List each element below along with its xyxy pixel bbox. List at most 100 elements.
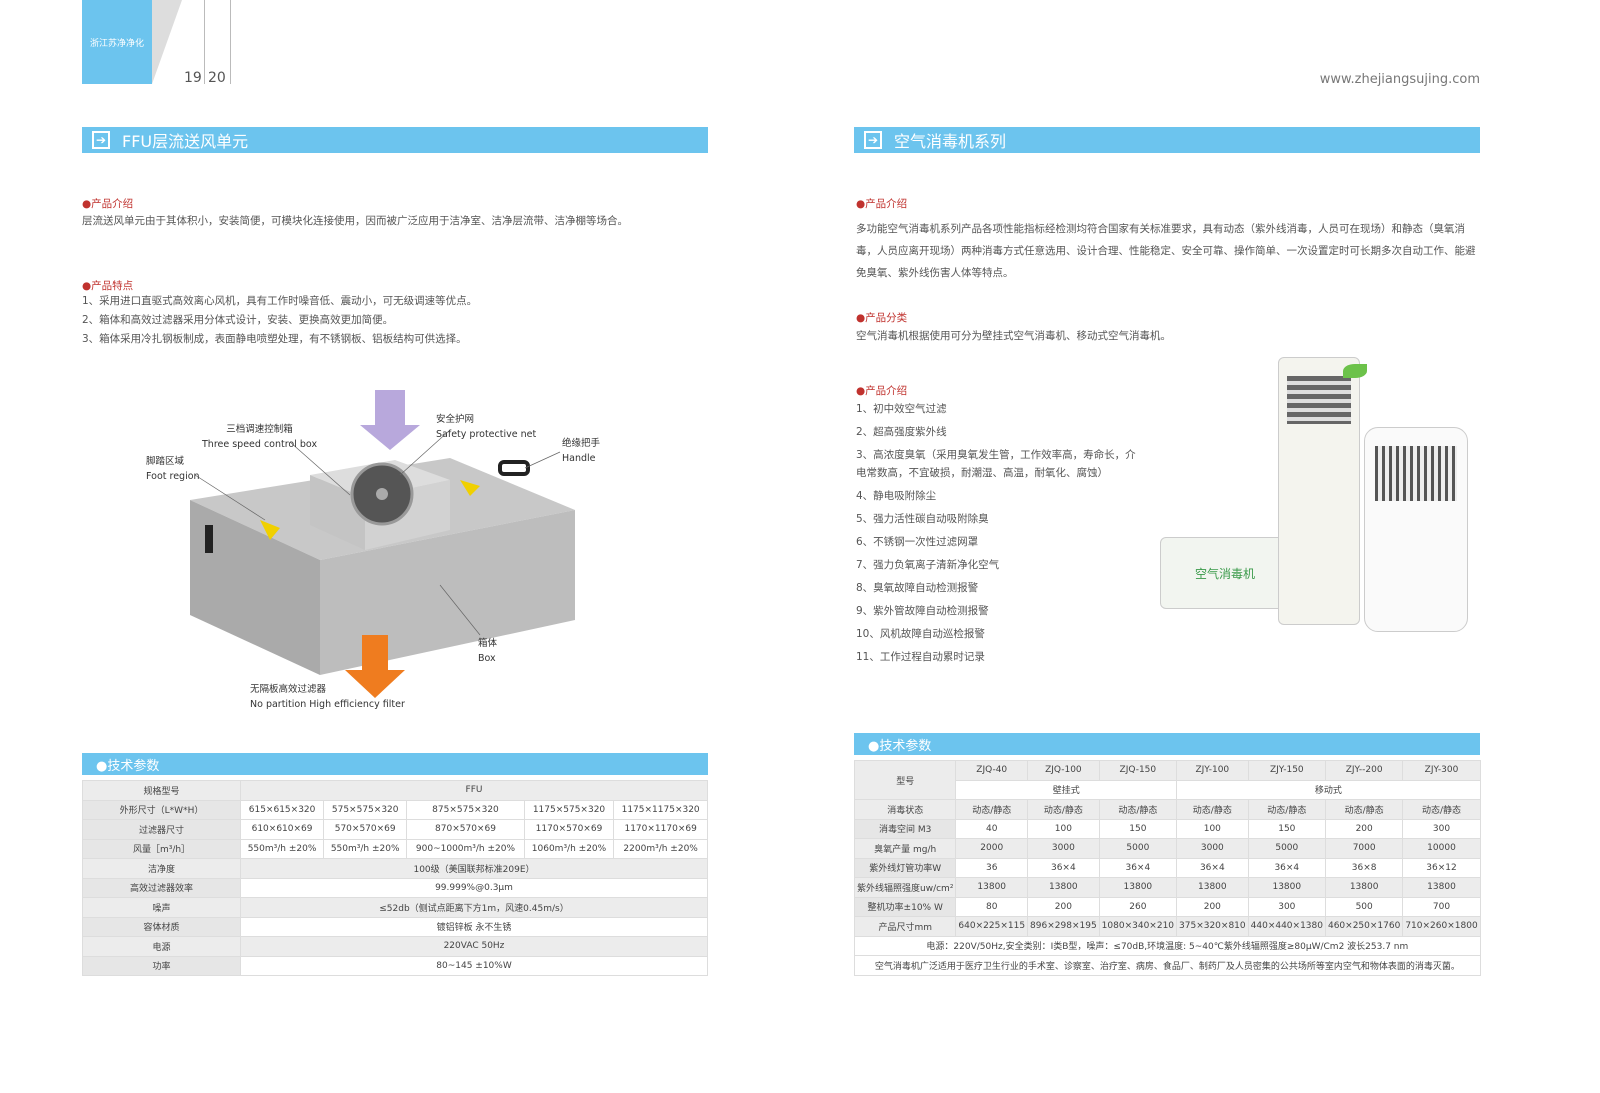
text: 三档调速控制箱	[226, 424, 293, 435]
table-cell: 80~145 ±10%W	[240, 955, 708, 976]
table-cell: 5000	[1247, 838, 1326, 859]
label-control-box: 三档调速控制箱 Three speed control box	[202, 422, 317, 452]
text: 10、风机故障自动巡检报警	[856, 628, 985, 640]
table-cell: 高效过滤器效率	[82, 877, 241, 898]
table-cell: 13800	[1098, 877, 1178, 898]
page-number-right: 20	[208, 70, 226, 86]
text: 7、强力负氧离子清新净化空气	[856, 559, 1000, 571]
table-cell: 220VAC 50Hz	[240, 936, 708, 957]
table-cell: 100	[1027, 818, 1100, 839]
table-cell: ZJY-300	[1402, 760, 1481, 781]
table-cell: 5000	[1098, 838, 1178, 859]
table-cell: 规格型号	[82, 780, 241, 801]
table-cell: 动态/静态	[1098, 799, 1178, 820]
intro-heading: ●产品介绍	[856, 198, 908, 210]
arrow-icon: ➔	[864, 131, 882, 149]
table-cell: 外形尺寸（L*W*H）	[82, 799, 241, 820]
decorative-triangle	[152, 0, 182, 84]
table-cell: 电源：220V/50Hz,安全类别：I类B型，噪声：≤70dB,环境温度: 5~…	[854, 935, 1481, 956]
text: FFU层流送风单元	[122, 132, 249, 151]
table-cell: 100	[1176, 818, 1249, 839]
text: Foot region	[146, 471, 200, 482]
table-cell: 动态/静态	[1176, 799, 1249, 820]
text: No partition High efficiency filter	[250, 699, 405, 710]
table-cell: 36	[955, 857, 1029, 878]
table-cell: 36×4	[1027, 857, 1100, 878]
wall-mounted-unit: 空气消毒机	[1160, 537, 1290, 609]
table-cell: 洁净度	[82, 858, 241, 879]
label-foot-region: 脚踏区域 Foot region	[146, 454, 200, 484]
tower-unit	[1278, 357, 1360, 625]
class-heading: ●产品分类	[856, 312, 908, 324]
table-cell: 动态/静态	[1027, 799, 1100, 820]
label-safety-net: 安全护网 Safety protective net	[436, 412, 536, 442]
table-cell: ZJY-100	[1176, 760, 1249, 781]
table-cell: 动态/静态	[1324, 799, 1404, 820]
spec-heading-left: ●技术参数	[82, 753, 708, 775]
table-cell: 615×615×320	[239, 799, 325, 820]
table-cell: 消毒空间 M3	[853, 818, 957, 839]
text: Handle	[562, 453, 596, 464]
text: 2、超高强度紫外线	[856, 426, 947, 438]
table-cell: 100级（美国联邦标准209E）	[240, 858, 708, 879]
table-cell: 36×4	[1176, 857, 1249, 878]
text: 6、不锈钢一次性过滤网罩	[856, 536, 979, 548]
arrow-icon: ➔	[92, 131, 110, 149]
table-cell: 2000	[955, 838, 1029, 859]
text: 3、箱体采用冷扎钢板制成，表面静电喷塑处理，有不锈钢板、铝板结构可供选择。	[82, 333, 467, 345]
table-cell: 150	[1098, 818, 1178, 839]
table-cell: 功率	[82, 955, 241, 976]
table-cell: 200	[1176, 896, 1249, 917]
label-box: 箱体 Box	[478, 636, 497, 666]
table-cell: 896×298×195	[1027, 916, 1100, 937]
table-cell: ZJY-150	[1247, 760, 1326, 781]
table-cell: 80	[955, 896, 1029, 917]
table-cell: 7000	[1324, 838, 1404, 859]
label-handle: 绝缘把手 Handle	[562, 436, 600, 466]
table-cell: 过滤器尺寸	[82, 819, 241, 840]
table-cell: 36×8	[1324, 857, 1404, 878]
table-cell: 375×320×810	[1176, 916, 1249, 937]
table-cell: 紫外线辐照强度uw/cm²	[853, 877, 957, 898]
text: 9、紫外管故障自动检测报警	[856, 605, 989, 617]
table-cell: 200	[1324, 818, 1404, 839]
table-cell: 870×570×69	[406, 819, 525, 840]
ffu-spec-table: 规格型号 FFU 外形尺寸（L*W*H） 615×615×320 575×575×32…	[82, 780, 708, 976]
table-cell: 容体材质	[82, 916, 241, 937]
table-cell: 风量［m³/h］	[82, 838, 241, 859]
table-cell: FFU	[240, 780, 708, 801]
spec-heading-right: ●技术参数	[854, 733, 1480, 755]
table-cell: 550m³/h ±20%	[323, 838, 408, 859]
table-cell: 575×575×320	[323, 799, 408, 820]
table-cell: 1175×1175×320	[613, 799, 708, 820]
text: 绝缘把手	[562, 438, 601, 449]
text: 4、静电吸附除尘	[856, 490, 937, 502]
table-cell: 300	[1402, 818, 1481, 839]
table-cell: 900~1000m³/h ±20%	[406, 838, 525, 859]
leaf-icon	[1343, 364, 1367, 378]
table-cell: 消毒状态	[853, 799, 957, 820]
table-cell: 36×4	[1098, 857, 1178, 878]
table-cell: 150	[1247, 818, 1326, 839]
intro-text: 多功能空气消毒机系列产品各项性能指标经检测均符合国家有关标准要求，具有动态（紫外…	[856, 223, 1476, 279]
company-logo: 浙江苏净净化	[82, 0, 152, 84]
text: Box	[478, 653, 496, 664]
table-cell: ≤52db（侧试点距离下方1m，风速0.45m/s）	[240, 897, 708, 918]
table-cell: 300	[1247, 896, 1326, 917]
table-cell: 260	[1098, 896, 1178, 917]
intro-heading: ●产品介绍	[82, 198, 134, 210]
table-cell: 610×610×69	[239, 819, 325, 840]
text: 浙江苏净净化	[89, 38, 144, 49]
table-cell: 570×570×69	[323, 819, 408, 840]
text: 箱体	[478, 638, 498, 649]
table-cell: 1060m³/h ±20%	[523, 838, 615, 859]
table-cell: 3000	[1176, 838, 1249, 859]
features-heading: ●产品介绍	[856, 385, 908, 397]
table-cell: 1170×570×69	[523, 819, 615, 840]
table-cell: 电源	[82, 936, 241, 957]
table-cell: 紫外线灯管功率W	[853, 857, 957, 878]
table-cell: 臭氧产量 mg/h	[853, 838, 957, 859]
text: Three speed control box	[202, 439, 318, 450]
website-url: www.zhejiangsujing.com	[1319, 72, 1480, 87]
table-cell: ZJQ-150	[1098, 760, 1178, 781]
